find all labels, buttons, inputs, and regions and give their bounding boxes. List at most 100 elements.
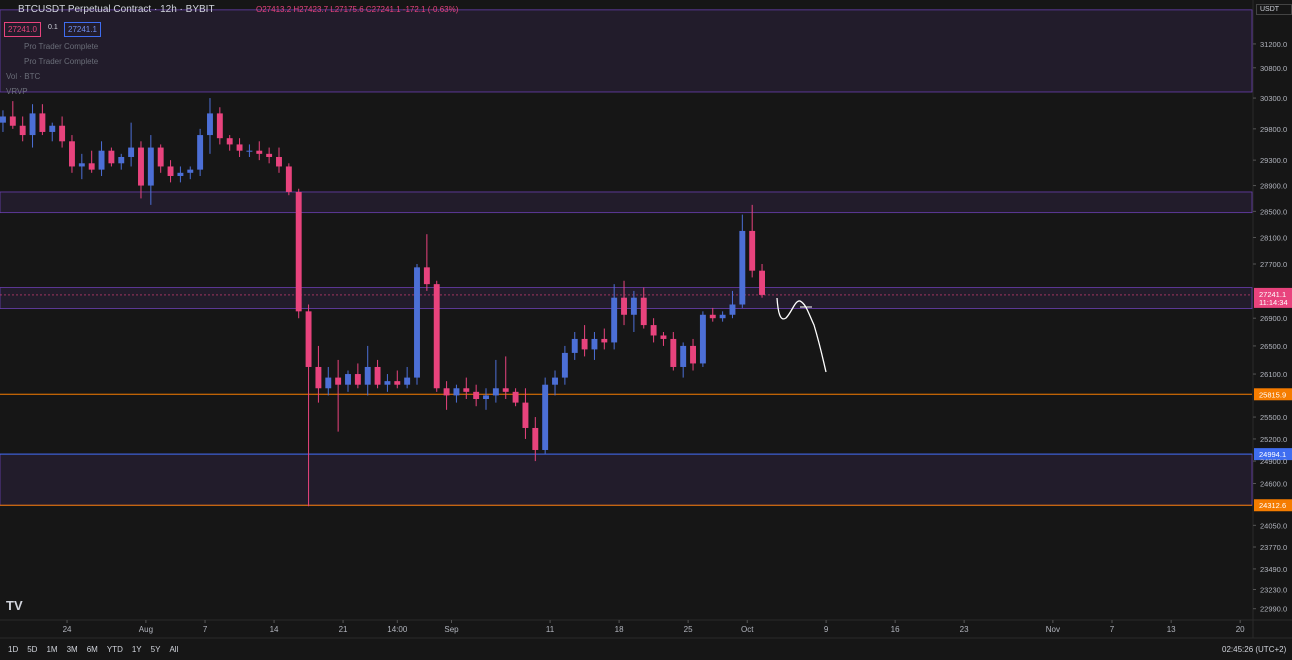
range-button[interactable]: 6M <box>86 645 98 654</box>
candle-body <box>335 377 342 385</box>
candle-body <box>187 169 194 173</box>
candle-body <box>384 381 391 385</box>
candle-body <box>670 338 677 367</box>
candle-body <box>305 311 312 367</box>
candle-body <box>394 381 401 385</box>
candle-body <box>177 172 184 176</box>
range-button[interactable]: 1Y <box>131 645 142 654</box>
level-label: 25815.9 <box>1259 390 1286 399</box>
indicator[interactable]: Pro Trader Complete <box>24 42 99 51</box>
candle-body <box>621 297 627 315</box>
y-tick-label: 29800.0 <box>1260 125 1287 134</box>
range-button[interactable]: 1D <box>8 645 19 654</box>
candle-body <box>630 297 637 315</box>
candle-body <box>256 150 263 154</box>
y-tick-label: 23490.0 <box>1260 565 1287 574</box>
candle-body <box>680 345 687 367</box>
candle-body <box>699 314 706 364</box>
x-tick-label: 21 <box>339 625 348 634</box>
range-button[interactable]: 5D <box>27 645 38 654</box>
buy-price[interactable]: 27241.1 <box>64 22 101 37</box>
range-button[interactable]: 3M <box>66 645 78 654</box>
y-tick-label: 30800.0 <box>1260 64 1287 73</box>
drawing <box>776 297 827 373</box>
candle-body <box>443 388 450 396</box>
x-tick-label: 7 <box>1110 625 1115 634</box>
zone <box>0 453 1253 506</box>
indicator[interactable]: VRVP <box>6 87 28 96</box>
range-button[interactable]: 1M <box>46 645 58 654</box>
candle-body <box>167 166 174 176</box>
x-tick-label: 13 <box>1167 625 1176 634</box>
zone <box>0 9 1253 93</box>
level-label: 24994.1 <box>1259 450 1286 459</box>
candle-body <box>729 304 736 315</box>
zones <box>0 9 1253 506</box>
spread: 0.1 <box>48 24 58 31</box>
candle-body <box>138 147 144 186</box>
candle-body <box>325 377 332 389</box>
indicator[interactable]: Vol · BTC <box>6 72 41 81</box>
candle-body <box>660 335 667 339</box>
range-button[interactable]: All <box>169 645 179 654</box>
candle-body <box>266 153 273 157</box>
y-tick-label: 31200.0 <box>1260 40 1287 49</box>
x-tick-label: 16 <box>891 625 900 634</box>
candle-body <box>650 325 657 336</box>
level-tag <box>1254 448 1292 461</box>
y-tick-label: 26900.0 <box>1260 314 1287 323</box>
candle-body <box>502 388 509 392</box>
candle-body <box>69 141 75 167</box>
candle-body <box>354 374 361 385</box>
candle-body <box>542 384 549 450</box>
indicator[interactable]: Pro Trader Complete <box>24 57 99 66</box>
y-tick-label: 26100.0 <box>1260 370 1287 379</box>
y-tick-label: 27700.0 <box>1260 260 1287 269</box>
candle-body <box>246 150 253 152</box>
x-tick-label: 24 <box>63 625 72 634</box>
candle-body <box>364 366 371 385</box>
x-tick-label: 14 <box>270 625 279 634</box>
candle-body <box>483 395 489 400</box>
y-tick-label: 23770.0 <box>1260 543 1287 552</box>
candle-body <box>759 270 766 295</box>
y-tick-label: 23230.0 <box>1260 585 1287 594</box>
candle-body <box>404 377 411 385</box>
candle-body <box>19 125 26 136</box>
currency[interactable]: USDT <box>1256 4 1292 15</box>
candle-body <box>561 352 568 378</box>
x-tick-label: 18 <box>615 625 624 634</box>
sell-price[interactable]: 27241.0 <box>4 22 41 37</box>
candle-body <box>0 116 6 123</box>
candle-body <box>571 338 578 353</box>
candle-body <box>532 427 539 450</box>
candle-body <box>414 267 420 378</box>
range-buttons: 1D 5D 1M 3M 6M YTD 1Y 5Y All <box>8 645 187 654</box>
last-price-label: 27241.1 <box>1259 290 1286 299</box>
candle-body <box>216 113 223 139</box>
ohlc-readout: O27413.2 H27423.7 L27175.6 C27241.1 -172… <box>256 5 459 14</box>
range-button[interactable]: YTD <box>106 645 123 654</box>
axes: 25815.9 24994.1 24312.6 27241.111:14:34 3120… <box>0 40 1292 634</box>
candle-body <box>601 338 608 343</box>
candle-body <box>315 366 322 389</box>
range-button[interactable]: 5Y <box>150 645 161 654</box>
last-price-tag <box>1254 287 1292 308</box>
symbol-title: BTCUSDT Perpetual Contract · 12h · BYBIT <box>18 4 215 15</box>
candle-body <box>285 166 292 192</box>
candle-body <box>78 163 85 167</box>
candle-body <box>276 156 282 167</box>
candle-body <box>423 267 430 285</box>
x-tick-label: 23 <box>960 625 969 634</box>
candle-body <box>463 388 470 392</box>
candle-body <box>709 314 716 319</box>
x-tick-label: 9 <box>824 625 829 634</box>
candle-body <box>374 366 381 385</box>
candle-body <box>49 125 56 132</box>
candle-body <box>98 150 105 170</box>
candle-body <box>108 150 115 164</box>
candle-body <box>581 338 588 350</box>
candle-body <box>453 388 460 396</box>
y-tick-label: 28500.0 <box>1260 207 1287 216</box>
